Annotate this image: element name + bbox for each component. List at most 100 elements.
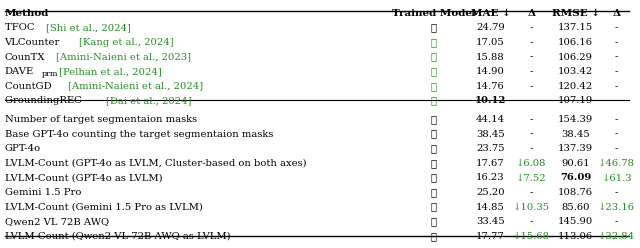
Text: GroundingREC: GroundingREC bbox=[4, 96, 84, 105]
Text: DAVE: DAVE bbox=[4, 67, 34, 76]
Text: 137.39: 137.39 bbox=[558, 144, 593, 153]
Text: -: - bbox=[615, 23, 618, 32]
Text: 108.76: 108.76 bbox=[558, 188, 593, 197]
Text: [Amini-Naieni et al., 2023]: [Amini-Naieni et al., 2023] bbox=[56, 53, 191, 62]
Text: 107.19: 107.19 bbox=[558, 96, 593, 105]
Text: ✗: ✗ bbox=[431, 129, 436, 139]
Text: Δ: Δ bbox=[527, 9, 536, 18]
Text: ↓32.84: ↓32.84 bbox=[598, 232, 636, 241]
Text: 85.60: 85.60 bbox=[561, 203, 590, 212]
Text: RMSE ↓: RMSE ↓ bbox=[552, 9, 600, 18]
Text: Base GPT-4o counting the target segmentaion masks: Base GPT-4o counting the target segmenta… bbox=[4, 129, 273, 139]
Text: -: - bbox=[530, 38, 533, 47]
Text: 90.61: 90.61 bbox=[561, 159, 590, 168]
Text: 154.39: 154.39 bbox=[558, 115, 593, 124]
Text: Qwen2 VL 72B AWQ: Qwen2 VL 72B AWQ bbox=[4, 217, 109, 226]
Text: 17.67: 17.67 bbox=[476, 159, 505, 168]
Text: -: - bbox=[615, 129, 618, 139]
Text: 15.88: 15.88 bbox=[476, 53, 505, 62]
Text: ↓15.68: ↓15.68 bbox=[513, 232, 550, 241]
Text: -: - bbox=[615, 67, 618, 76]
Text: -: - bbox=[530, 23, 533, 32]
Text: -: - bbox=[615, 217, 618, 226]
Text: -: - bbox=[615, 96, 618, 105]
Text: 33.45: 33.45 bbox=[476, 217, 505, 226]
Text: ✓: ✓ bbox=[431, 53, 436, 62]
Text: 44.14: 44.14 bbox=[476, 115, 505, 124]
Text: 106.16: 106.16 bbox=[558, 38, 593, 47]
Text: 17.05: 17.05 bbox=[476, 38, 505, 47]
Text: -: - bbox=[530, 67, 533, 76]
Text: -: - bbox=[530, 129, 533, 139]
Text: -: - bbox=[615, 115, 618, 124]
Text: Gemini 1.5 Pro: Gemini 1.5 Pro bbox=[4, 188, 81, 197]
Text: ✗: ✗ bbox=[431, 188, 436, 197]
Text: 14.85: 14.85 bbox=[476, 203, 505, 212]
Text: ✓: ✓ bbox=[431, 96, 436, 105]
Text: ↓6.08: ↓6.08 bbox=[516, 159, 547, 168]
Text: 106.29: 106.29 bbox=[558, 53, 593, 62]
Text: 17.77: 17.77 bbox=[476, 232, 505, 241]
Text: 76.09: 76.09 bbox=[560, 173, 591, 182]
Text: CountGD: CountGD bbox=[4, 82, 54, 91]
Text: 38.45: 38.45 bbox=[561, 129, 590, 139]
Text: Number of target segmentaion masks: Number of target segmentaion masks bbox=[4, 115, 196, 124]
Text: ↓61.3: ↓61.3 bbox=[602, 173, 632, 182]
Text: TFOC: TFOC bbox=[4, 23, 37, 32]
Text: -: - bbox=[530, 217, 533, 226]
Text: -: - bbox=[615, 53, 618, 62]
Text: 25.20: 25.20 bbox=[476, 188, 505, 197]
Text: ✓: ✓ bbox=[431, 67, 436, 76]
Text: LVLM-Count (Qwen2 VL 72B AWQ as LVLM): LVLM-Count (Qwen2 VL 72B AWQ as LVLM) bbox=[4, 232, 230, 241]
Text: LVLM-Count (GPT-4o as LVLM): LVLM-Count (GPT-4o as LVLM) bbox=[4, 173, 162, 182]
Text: -: - bbox=[530, 82, 533, 91]
Text: 14.90: 14.90 bbox=[476, 67, 505, 76]
Text: ✗: ✗ bbox=[431, 115, 436, 124]
Text: ↓46.78: ↓46.78 bbox=[598, 159, 635, 168]
Text: -: - bbox=[615, 144, 618, 153]
Text: prm: prm bbox=[42, 70, 58, 78]
Text: LVLM-Count (GPT-4o as LVLM, Cluster-based on both axes): LVLM-Count (GPT-4o as LVLM, Cluster-base… bbox=[4, 159, 306, 168]
Text: -: - bbox=[530, 115, 533, 124]
Text: -: - bbox=[615, 38, 618, 47]
Text: 24.79: 24.79 bbox=[476, 23, 505, 32]
Text: ✗: ✗ bbox=[431, 23, 436, 32]
Text: GPT-4o: GPT-4o bbox=[4, 144, 41, 153]
Text: VLCounter: VLCounter bbox=[4, 38, 63, 47]
Text: ✗: ✗ bbox=[431, 232, 436, 241]
Text: 113.06: 113.06 bbox=[558, 232, 593, 241]
Text: Trained Model: Trained Model bbox=[392, 9, 476, 18]
Text: [Pelhan et al., 2024]: [Pelhan et al., 2024] bbox=[56, 67, 161, 76]
Text: 23.75: 23.75 bbox=[476, 144, 505, 153]
Text: -: - bbox=[615, 188, 618, 197]
Text: 103.42: 103.42 bbox=[558, 67, 593, 76]
Text: MAE ↓: MAE ↓ bbox=[470, 9, 510, 18]
Text: 145.90: 145.90 bbox=[558, 217, 593, 226]
Text: CounTX: CounTX bbox=[4, 53, 45, 62]
Text: ✗: ✗ bbox=[431, 144, 436, 153]
Text: Method: Method bbox=[4, 9, 49, 18]
Text: [Shi et al., 2024]: [Shi et al., 2024] bbox=[46, 23, 131, 32]
Text: 38.45: 38.45 bbox=[476, 129, 505, 139]
Text: [Kang et al., 2024]: [Kang et al., 2024] bbox=[79, 38, 173, 47]
Text: 10.12: 10.12 bbox=[475, 96, 506, 105]
Text: Δ: Δ bbox=[612, 9, 621, 18]
Text: -: - bbox=[615, 82, 618, 91]
Text: 14.76: 14.76 bbox=[476, 82, 505, 91]
Text: -: - bbox=[530, 188, 533, 197]
Text: LVLM-Count (Gemini 1.5 Pro as LVLM): LVLM-Count (Gemini 1.5 Pro as LVLM) bbox=[4, 203, 202, 212]
Text: ↓10.35: ↓10.35 bbox=[513, 203, 550, 212]
Text: ↓7.52: ↓7.52 bbox=[516, 173, 547, 182]
Text: ↓23.16: ↓23.16 bbox=[598, 203, 635, 212]
Text: -: - bbox=[530, 53, 533, 62]
Text: [Amini-Naieni et al., 2024]: [Amini-Naieni et al., 2024] bbox=[68, 82, 203, 91]
Text: ✗: ✗ bbox=[431, 203, 436, 212]
Text: ✓: ✓ bbox=[431, 38, 436, 47]
Text: 137.15: 137.15 bbox=[558, 23, 593, 32]
Text: -: - bbox=[530, 144, 533, 153]
Text: ✗: ✗ bbox=[431, 173, 436, 182]
Text: [Dai et al., 2024]: [Dai et al., 2024] bbox=[106, 96, 191, 105]
Text: 16.23: 16.23 bbox=[476, 173, 505, 182]
Text: -: - bbox=[530, 96, 533, 105]
Text: ✗: ✗ bbox=[431, 159, 436, 168]
